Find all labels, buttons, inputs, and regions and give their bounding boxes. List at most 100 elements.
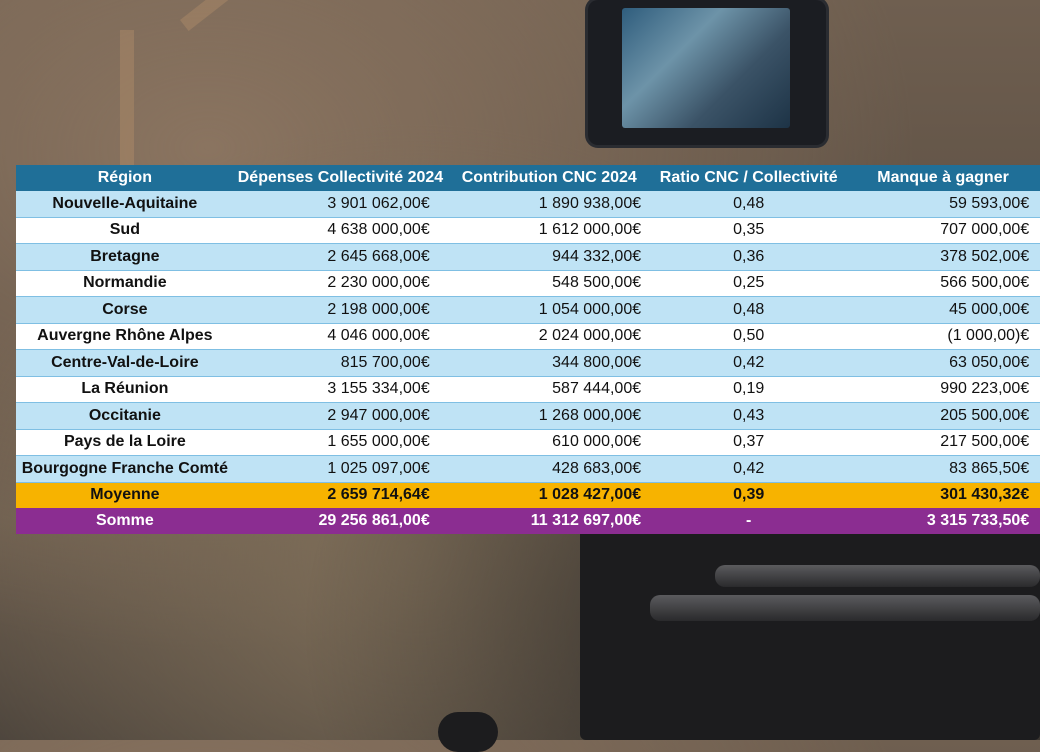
cell-currency: € bbox=[632, 482, 652, 508]
cell-currency: € bbox=[1020, 270, 1040, 297]
cell-currency: € bbox=[420, 270, 448, 297]
cell-depenses: 2 659 714,64 bbox=[233, 482, 421, 508]
cell-manque: 378 502,00 bbox=[846, 243, 1021, 271]
cell-depenses: 2 947 000,00 bbox=[233, 402, 421, 430]
table-row: Normandie 2 230 000,00 €548 500,00 €0,25 566… bbox=[16, 270, 1040, 297]
table-row: Centre-Val-de-Loire 815 700,00 €344 800,00… bbox=[16, 349, 1040, 377]
header-depenses: Dépenses Collectivité 2024 bbox=[233, 165, 448, 191]
cell-currency: € bbox=[1020, 323, 1040, 350]
cell-currency: € bbox=[1020, 191, 1040, 218]
table-row: Nouvelle-Aquitaine 3 901 062,00 €1 890 938… bbox=[16, 191, 1040, 218]
table-row: Pays de la Loire 1 655 000,00 €610 000,00 €… bbox=[16, 429, 1040, 456]
cell-currency: € bbox=[420, 402, 448, 430]
background-scaffold-beam bbox=[180, 0, 355, 32]
cell-currency: € bbox=[1020, 429, 1040, 456]
sum-row: Somme 29 256 861,00 €11 312 697,00 € -3 315 … bbox=[16, 508, 1040, 534]
cell-currency: € bbox=[420, 191, 448, 218]
cell-manque: 3 315 733,50 bbox=[846, 508, 1021, 534]
cell-currency: € bbox=[420, 455, 448, 483]
cell-currency: € bbox=[420, 243, 448, 271]
camera-rig-image bbox=[580, 520, 1040, 740]
header-cnc: Contribution CNC 2024 bbox=[447, 165, 652, 191]
monitor-screen-image bbox=[622, 8, 790, 128]
cell-cnc: 11 312 697,00 bbox=[447, 508, 633, 534]
cell-cnc: 944 332,00 bbox=[447, 243, 633, 271]
lens-knob-image bbox=[438, 712, 498, 752]
cell-depenses: 2 645 668,00 bbox=[233, 243, 421, 271]
cell-currency: € bbox=[632, 191, 652, 218]
cell-manque: 63 050,00 bbox=[846, 349, 1021, 377]
cell-ratio: 0,42 bbox=[651, 349, 847, 377]
cell-currency: € bbox=[1020, 402, 1040, 430]
camera-rod-image bbox=[650, 595, 1040, 621]
cell-cnc: 1 890 938,00 bbox=[447, 191, 633, 218]
cell-ratio: 0,42 bbox=[651, 455, 847, 483]
cell-currency: € bbox=[632, 323, 652, 350]
cell-region: Centre-Val-de-Loire bbox=[16, 349, 234, 377]
cell-ratio: 0,50 bbox=[651, 323, 847, 350]
camera-rod-image bbox=[715, 565, 1040, 587]
cell-currency: € bbox=[1020, 243, 1040, 271]
cell-region: Auvergne Rhône Alpes bbox=[16, 323, 234, 350]
cell-ratio: 0,19 bbox=[651, 376, 847, 403]
cell-cnc: 1 054 000,00 bbox=[447, 296, 633, 324]
field-monitor-image bbox=[588, 0, 826, 145]
table-row: La Réunion 3 155 334,00 €587 444,00 €0,19 99… bbox=[16, 376, 1040, 403]
cell-ratio: 0,37 bbox=[651, 429, 847, 456]
cell-currency: € bbox=[420, 429, 448, 456]
cell-depenses: 2 198 000,00 bbox=[233, 296, 421, 324]
table-row: Auvergne Rhône Alpes 4 046 000,00 €2 024 0… bbox=[16, 323, 1040, 350]
cell-cnc: 1 028 427,00 bbox=[447, 482, 633, 508]
cell-depenses: 4 046 000,00 bbox=[233, 323, 421, 350]
cell-currency: € bbox=[632, 455, 652, 483]
cell-currency: € bbox=[632, 402, 652, 430]
cell-cnc: 428 683,00 bbox=[447, 455, 633, 483]
header-region: Région bbox=[16, 165, 234, 191]
average-row: Moyenne 2 659 714,64 €1 028 427,00 €0,39 301… bbox=[16, 482, 1040, 508]
cell-region: Sud bbox=[16, 217, 234, 244]
cell-currency: € bbox=[632, 508, 652, 534]
cell-cnc: 587 444,00 bbox=[447, 376, 633, 403]
cell-currency: € bbox=[1020, 349, 1040, 377]
cell-currency: € bbox=[420, 482, 448, 508]
cell-currency: € bbox=[1020, 296, 1040, 324]
cell-manque: 301 430,32 bbox=[846, 482, 1021, 508]
cell-cnc: 344 800,00 bbox=[447, 349, 633, 377]
header-manque: Manque à gagner bbox=[846, 165, 1040, 191]
cell-currency: € bbox=[1020, 455, 1040, 483]
cell-manque: 59 593,00 bbox=[846, 191, 1021, 218]
cell-cnc: 1 612 000,00 bbox=[447, 217, 633, 244]
cell-ratio: 0,35 bbox=[651, 217, 847, 244]
cell-ratio: 0,43 bbox=[651, 402, 847, 430]
cell-region: Moyenne bbox=[16, 482, 234, 508]
background-scaffold-beam bbox=[120, 30, 134, 165]
cell-currency: € bbox=[632, 296, 652, 324]
cell-region: Pays de la Loire bbox=[16, 429, 234, 456]
cell-depenses: 1 025 097,00 bbox=[233, 455, 421, 483]
cell-ratio: - bbox=[651, 508, 847, 534]
cell-region: Normandie bbox=[16, 270, 234, 297]
cell-manque: 45 000,00 bbox=[846, 296, 1021, 324]
cell-currency: € bbox=[1020, 482, 1040, 508]
cell-region: Bretagne bbox=[16, 243, 234, 271]
cell-cnc: 2 024 000,00 bbox=[447, 323, 633, 350]
cell-region: Occitanie bbox=[16, 402, 234, 430]
table-row: Bretagne 2 645 668,00 €944 332,00 €0,36 378 … bbox=[16, 243, 1040, 271]
cell-manque: 990 223,00 bbox=[846, 376, 1021, 403]
cell-currency: € bbox=[632, 217, 652, 244]
cell-currency: € bbox=[420, 217, 448, 244]
cell-cnc: 610 000,00 bbox=[447, 429, 633, 456]
table-row: Corse 2 198 000,00 €1 054 000,00 €0,48 45 00… bbox=[16, 296, 1040, 324]
cell-depenses: 1 655 000,00 bbox=[233, 429, 421, 456]
cell-currency: € bbox=[1020, 217, 1040, 244]
cell-currency: € bbox=[632, 243, 652, 271]
cell-region: La Réunion bbox=[16, 376, 234, 403]
cell-currency: € bbox=[632, 349, 652, 377]
cell-currency: € bbox=[420, 508, 448, 534]
cell-depenses: 2 230 000,00 bbox=[233, 270, 421, 297]
cell-depenses: 29 256 861,00 bbox=[233, 508, 421, 534]
cell-manque: 707 000,00 bbox=[846, 217, 1021, 244]
cell-currency: € bbox=[632, 376, 652, 403]
cell-depenses: 815 700,00 bbox=[233, 349, 421, 377]
cell-currency: € bbox=[1020, 508, 1040, 534]
